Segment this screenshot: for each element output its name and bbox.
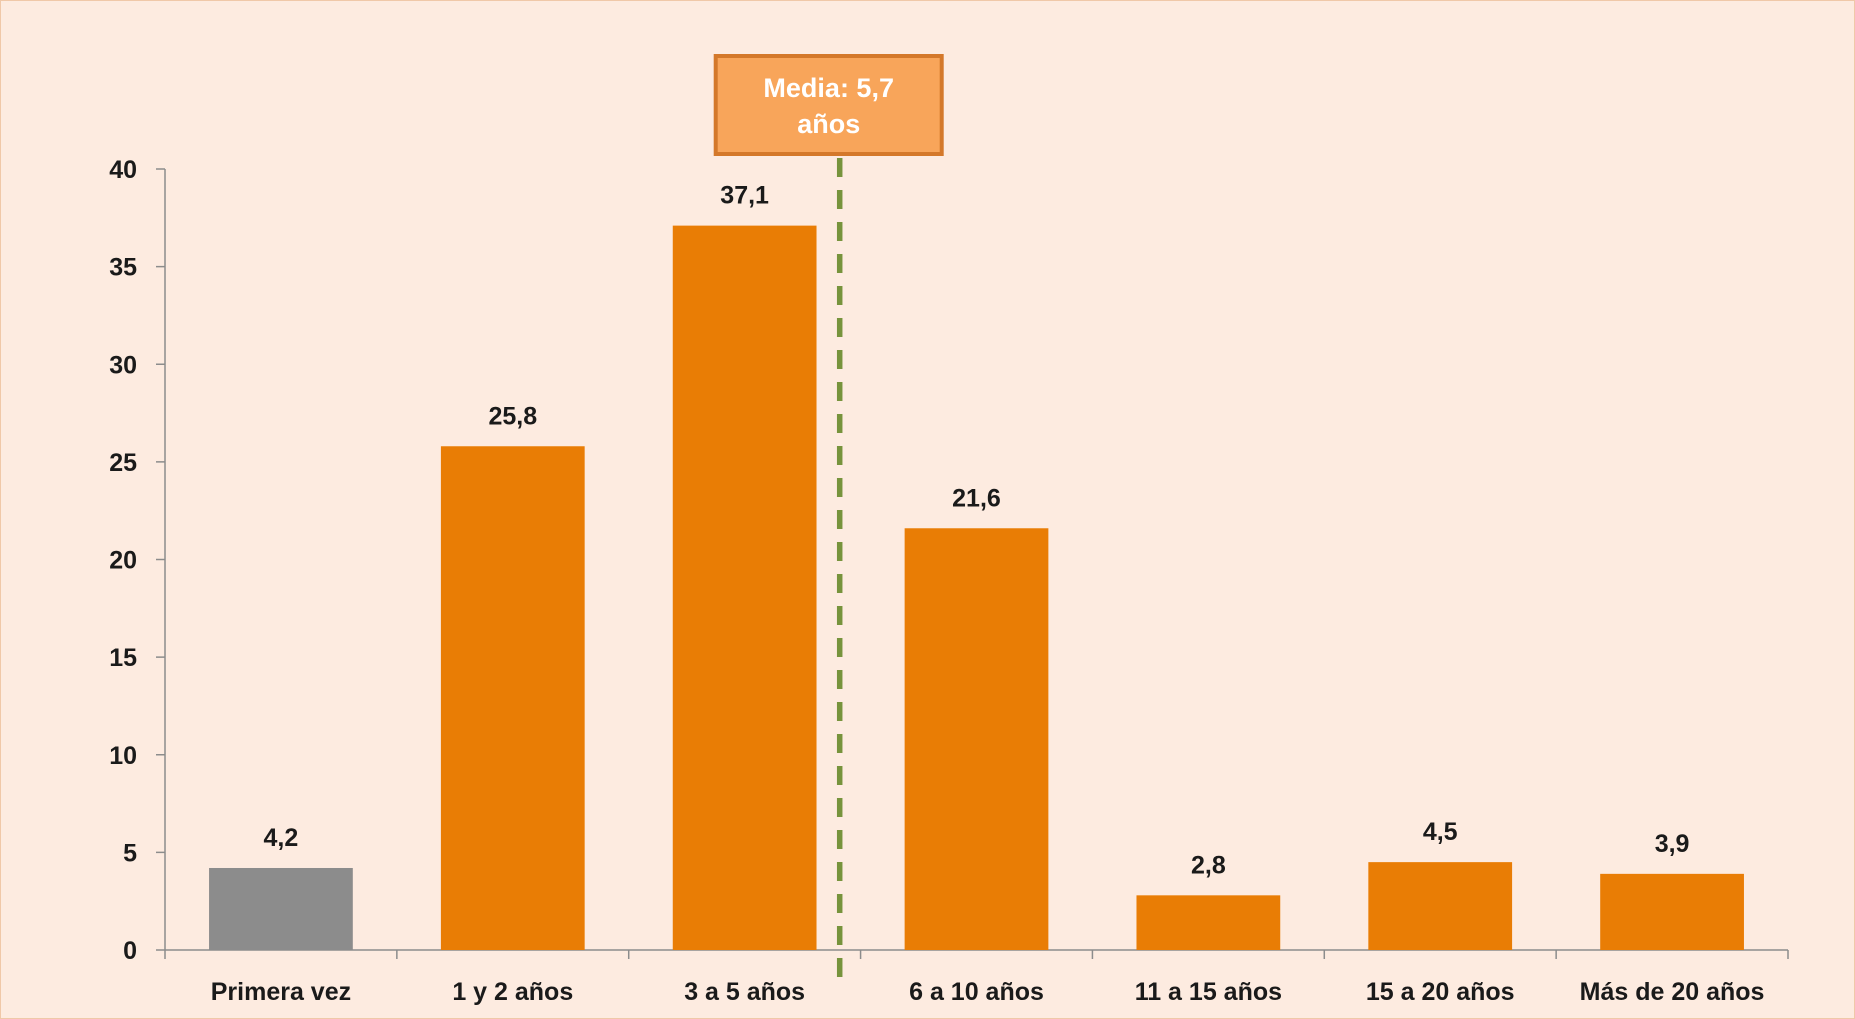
bar bbox=[904, 528, 1049, 950]
mean-label: Media: 5,7 bbox=[763, 73, 894, 103]
bar bbox=[1600, 873, 1744, 950]
x-tick-label: 1 y 2 años bbox=[452, 978, 573, 1006]
mean-annotation: Media: 5,7 años bbox=[713, 54, 944, 985]
y-tick-label: 40 bbox=[109, 156, 137, 184]
y-tick-label: 15 bbox=[109, 644, 137, 672]
x-tick-label: Más de 20 años bbox=[1580, 978, 1765, 1006]
data-label: 2,8 bbox=[1191, 851, 1226, 879]
mean-box bbox=[713, 54, 944, 156]
data-label: 4,5 bbox=[1423, 818, 1458, 846]
y-tick-label: 30 bbox=[109, 351, 137, 379]
x-tick-label: 6 a 10 años bbox=[909, 978, 1044, 1006]
data-label: 37,1 bbox=[720, 182, 769, 210]
axes: 0 5 10 15 20 25 30 35 40 Primera vez 1 y 2 años 3 a… bbox=[109, 156, 1789, 1006]
x-tick-label: Primera vez bbox=[211, 978, 351, 1006]
bar bbox=[1136, 895, 1281, 950]
y-tick-label: 5 bbox=[123, 839, 137, 867]
bar bbox=[440, 446, 585, 950]
x-tick-label: 15 a 20 años bbox=[1366, 978, 1515, 1006]
data-label: 4,2 bbox=[264, 824, 299, 852]
y-tick-label: 35 bbox=[109, 254, 137, 282]
x-tick-label: 3 a 5 años bbox=[684, 978, 805, 1006]
bar bbox=[209, 867, 353, 950]
mean-label: años bbox=[797, 109, 860, 139]
data-label: 25,8 bbox=[488, 402, 537, 430]
bar bbox=[672, 225, 817, 950]
y-tick-label: 10 bbox=[109, 742, 137, 770]
data-labels: 4,2 25,8 37,1 21,6 2,8 4,5 3,9 bbox=[264, 182, 1690, 880]
y-tick-label: 25 bbox=[109, 449, 137, 477]
bar bbox=[1368, 862, 1513, 950]
bars bbox=[209, 225, 1744, 950]
data-label: 21,6 bbox=[952, 484, 1001, 512]
x-tick-label: 11 a 15 años bbox=[1135, 978, 1282, 1006]
data-label: 3,9 bbox=[1655, 830, 1690, 858]
y-tick-label: 0 bbox=[123, 937, 137, 965]
y-tick-label: 20 bbox=[109, 547, 137, 575]
